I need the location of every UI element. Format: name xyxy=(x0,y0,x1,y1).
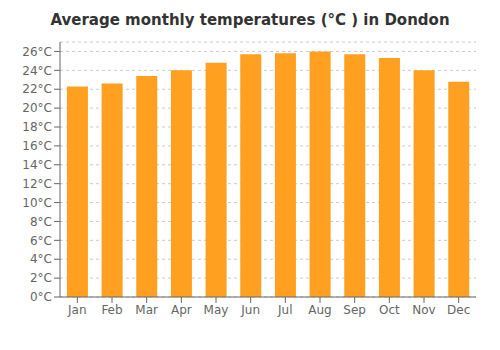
svg-text:20°C: 20°C xyxy=(22,101,52,115)
svg-text:4°C: 4°C xyxy=(30,252,52,266)
svg-text:Jun: Jun xyxy=(240,303,260,317)
svg-text:Feb: Feb xyxy=(101,303,122,317)
svg-text:6°C: 6°C xyxy=(30,234,52,248)
svg-text:Apr: Apr xyxy=(171,303,192,317)
svg-text:Nov: Nov xyxy=(412,303,435,317)
svg-text:Dec: Dec xyxy=(447,303,470,317)
svg-text:0°C: 0°C xyxy=(30,290,52,304)
svg-text:Jan: Jan xyxy=(67,303,87,317)
svg-text:Oct: Oct xyxy=(379,303,400,317)
svg-text:2°C: 2°C xyxy=(30,271,52,285)
svg-text:24°C: 24°C xyxy=(22,64,52,78)
svg-text:14°C: 14°C xyxy=(22,158,52,172)
svg-text:May: May xyxy=(204,303,229,317)
svg-text:10°C: 10°C xyxy=(22,196,52,210)
svg-text:18°C: 18°C xyxy=(22,120,52,134)
svg-text:Aug: Aug xyxy=(308,303,331,317)
svg-text:12°C: 12°C xyxy=(22,177,52,191)
svg-text:8°C: 8°C xyxy=(30,215,52,229)
svg-text:Sep: Sep xyxy=(343,303,366,317)
html-text:Average monthly temperatures (: Average monthly temperatures (°C ) in Do… xyxy=(50,11,450,29)
svg-text:26°C: 26°C xyxy=(22,45,52,59)
svg-text:Mar: Mar xyxy=(135,303,158,317)
svg-text:16°C: 16°C xyxy=(22,139,52,153)
svg-text:Jul: Jul xyxy=(277,303,292,317)
svg-text:22°C: 22°C xyxy=(22,82,52,96)
